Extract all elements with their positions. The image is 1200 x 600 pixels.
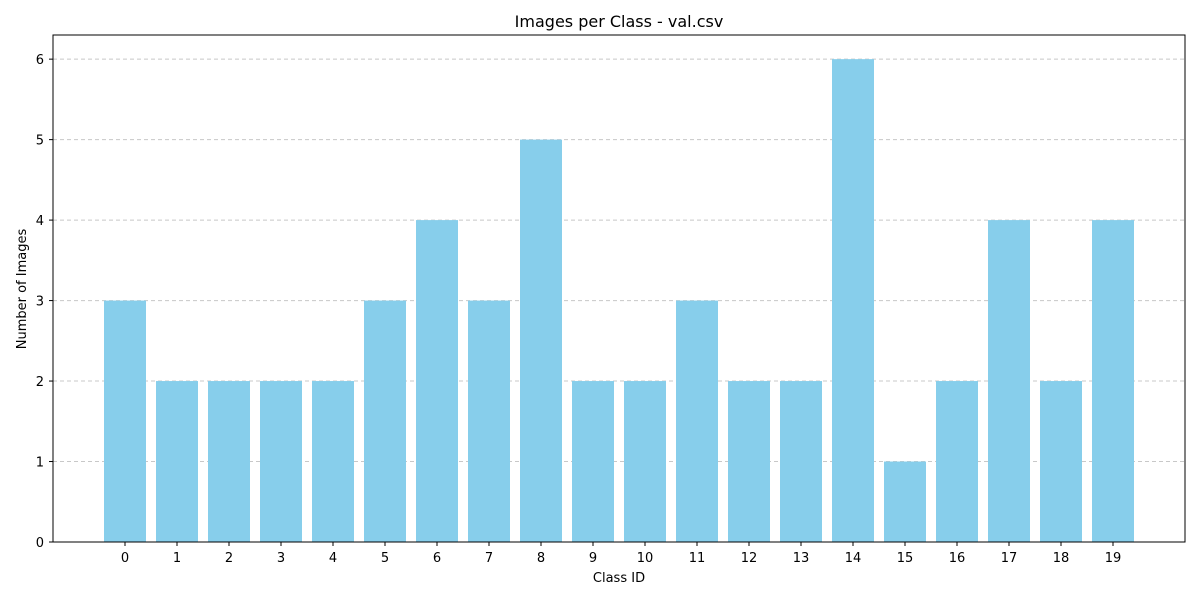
bar — [884, 461, 926, 542]
bar — [260, 381, 302, 542]
bar — [1040, 381, 1082, 542]
x-tick-label: 15 — [897, 551, 914, 566]
x-tick-label: 14 — [845, 551, 862, 566]
x-tick-label: 7 — [485, 551, 493, 566]
x-tick-label: 0 — [121, 551, 129, 566]
x-tick-label: 13 — [793, 551, 810, 566]
x-tick-label: 2 — [225, 551, 233, 566]
x-tick-label: 11 — [689, 551, 706, 566]
x-axis-ticks: 0 1 2 3 4 5 6 7 8 9 10 11 12 13 14 15 16 17 18 19 — [121, 542, 1121, 566]
bar — [364, 300, 406, 542]
bar — [936, 381, 978, 542]
y-tick-label: 0 — [36, 536, 44, 551]
bar — [104, 300, 146, 542]
x-tick-label: 17 — [1001, 551, 1018, 566]
y-tick-label: 4 — [36, 214, 44, 229]
x-tick-label: 18 — [1053, 551, 1070, 566]
bar — [312, 381, 354, 542]
x-axis-label: Class ID — [593, 571, 645, 586]
x-tick-label: 5 — [381, 551, 389, 566]
x-tick-label: 6 — [433, 551, 441, 566]
bar — [624, 381, 666, 542]
axes-frame — [52, 34, 1186, 543]
bar — [988, 220, 1030, 542]
bar — [676, 300, 718, 542]
y-tick-label: 3 — [36, 295, 44, 310]
bar — [780, 381, 822, 542]
bar — [156, 381, 198, 542]
bar — [520, 139, 562, 542]
bar — [728, 381, 770, 542]
y-tick-label: 6 — [36, 53, 44, 68]
bar — [468, 300, 510, 542]
x-tick-label: 1 — [173, 551, 181, 566]
x-tick-label: 3 — [277, 551, 285, 566]
y-axis-ticks: 0 1 2 3 4 5 6 — [36, 53, 53, 551]
x-tick-label: 9 — [589, 551, 597, 566]
x-tick-label: 4 — [329, 551, 337, 566]
x-tick-label: 12 — [741, 551, 758, 566]
bar — [572, 381, 614, 542]
bar — [832, 59, 874, 543]
x-tick-label: 19 — [1105, 551, 1122, 566]
chart-title: Images per Class - val.csv — [515, 12, 724, 31]
x-tick-label: 8 — [537, 551, 545, 566]
x-tick-label: 16 — [949, 551, 966, 566]
y-tick-label: 2 — [36, 375, 44, 390]
bars — [104, 59, 1134, 543]
bar — [416, 220, 458, 542]
y-tick-label: 1 — [36, 456, 44, 471]
x-tick-label: 10 — [637, 551, 654, 566]
bar — [208, 381, 250, 542]
bar — [1092, 220, 1134, 542]
y-axis-label: Number of Images — [15, 229, 30, 350]
y-tick-label: 5 — [36, 134, 44, 149]
